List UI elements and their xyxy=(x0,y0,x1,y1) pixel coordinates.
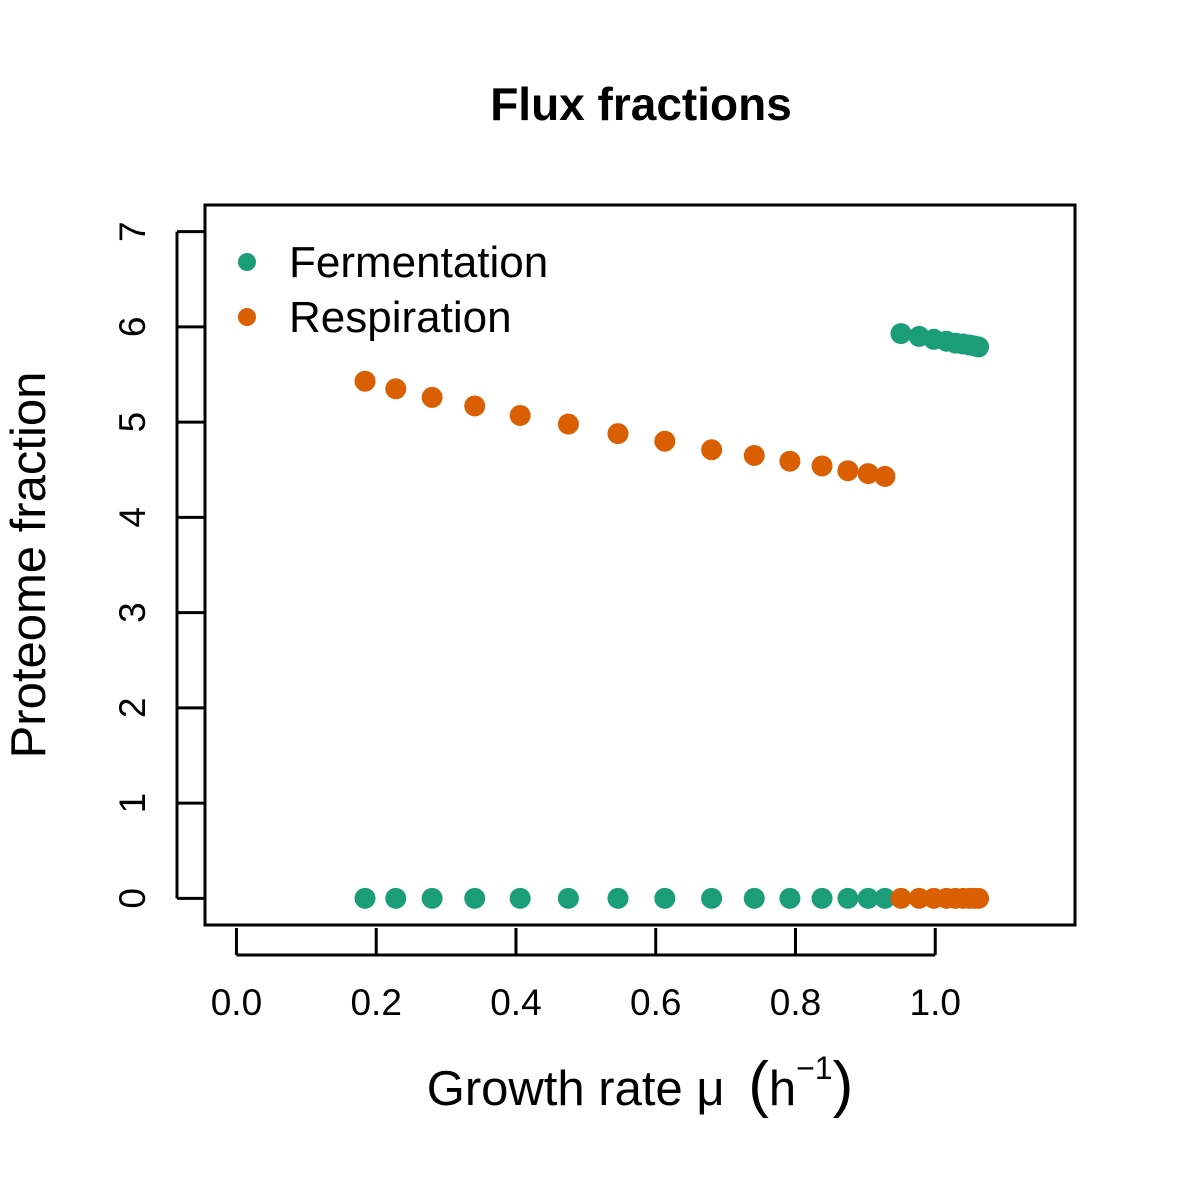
y-axis-label: Proteome fraction xyxy=(2,372,56,759)
x-axis-label: Growth rate μ (h−1) xyxy=(427,1050,854,1119)
respiration-point xyxy=(557,413,579,435)
respiration-point xyxy=(968,887,990,909)
legend-label-fermentation: Fermentation xyxy=(289,238,548,287)
respiration-point xyxy=(509,404,531,426)
respiration-point xyxy=(908,887,930,909)
y-tick-label: 4 xyxy=(112,507,153,528)
y-tick-label: 0 xyxy=(112,888,153,909)
x-tick-label: 0.2 xyxy=(350,982,401,1023)
respiration-point xyxy=(811,455,833,477)
y-tick-label: 1 xyxy=(112,793,153,814)
fermentation-point xyxy=(354,887,376,909)
legend: Fermentation Respiration xyxy=(238,238,548,342)
respiration-point xyxy=(654,430,676,452)
respiration-point xyxy=(354,370,376,392)
respiration-point xyxy=(701,439,723,461)
respiration-point xyxy=(385,378,407,400)
fermentation-point xyxy=(743,887,765,909)
respiration-point xyxy=(779,450,801,472)
y-tick-label: 2 xyxy=(112,698,153,719)
x-tick-label: 0.4 xyxy=(490,982,541,1023)
legend-marker-respiration xyxy=(238,308,256,326)
fermentation-point xyxy=(557,887,579,909)
series-respiration xyxy=(354,370,990,909)
fermentation-point xyxy=(701,887,723,909)
fermentation-point xyxy=(837,887,859,909)
fermentation-point xyxy=(857,887,879,909)
fermentation-point xyxy=(811,887,833,909)
y-axis: 0 1 2 3 4 5 6 7 xyxy=(112,221,204,909)
respiration-point xyxy=(607,423,629,445)
data-series xyxy=(354,323,990,909)
respiration-point xyxy=(837,460,859,482)
respiration-point xyxy=(421,386,443,408)
chart-title: Flux fractions xyxy=(490,78,792,130)
fermentation-point xyxy=(385,887,407,909)
x-axis: 0.0 0.2 0.4 0.6 0.8 1.0 xyxy=(211,928,961,1023)
respiration-point xyxy=(464,395,486,417)
x-tick-label: 0.6 xyxy=(630,982,681,1023)
respiration-point xyxy=(890,887,912,909)
respiration-point xyxy=(857,463,879,485)
series-fermentation xyxy=(354,323,990,909)
fermentation-point xyxy=(464,887,486,909)
y-tick-label: 7 xyxy=(112,221,153,242)
respiration-point xyxy=(743,444,765,466)
fermentation-point xyxy=(509,887,531,909)
legend-marker-fermentation xyxy=(238,253,256,271)
fermentation-point xyxy=(968,336,990,358)
fermentation-point xyxy=(874,887,896,909)
fermentation-point xyxy=(654,887,676,909)
respiration-point xyxy=(874,465,896,487)
fermentation-point xyxy=(421,887,443,909)
y-tick-label: 6 xyxy=(112,317,153,338)
x-tick-label: 1.0 xyxy=(910,982,961,1023)
fermentation-point xyxy=(890,323,912,345)
fermentation-point xyxy=(607,887,629,909)
plot-frame xyxy=(203,203,1077,927)
x-tick-label: 0.0 xyxy=(211,982,262,1023)
fermentation-point xyxy=(779,887,801,909)
legend-label-respiration: Respiration xyxy=(289,293,512,342)
y-tick-label: 3 xyxy=(112,602,153,623)
y-tick-label: 5 xyxy=(112,412,153,433)
x-tick-label: 0.8 xyxy=(770,982,821,1023)
